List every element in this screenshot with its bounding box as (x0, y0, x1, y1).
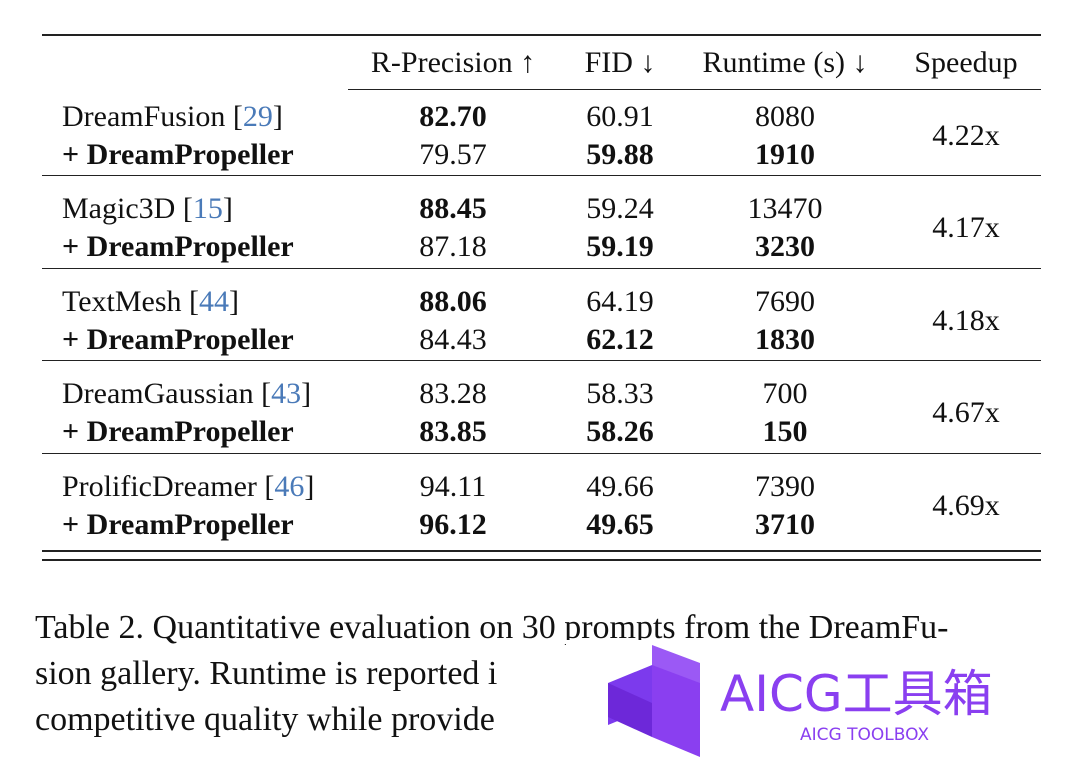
cell-value: 83.28 (419, 377, 487, 410)
column-header: Speedup (914, 46, 1018, 79)
cell-value: 49.66 (586, 470, 654, 503)
citation: [43] (261, 377, 312, 410)
cell-value: 58.26 (586, 415, 654, 448)
method-name: DreamFusion [29] (62, 99, 283, 135)
group-rule (42, 360, 1041, 361)
method: + DreamPropeller (62, 230, 294, 263)
method-name: DreamGaussian [43] (62, 376, 311, 412)
citation: [46] (264, 470, 315, 503)
cell-value: 1910 (755, 138, 815, 171)
cell-value: 96.12 (419, 508, 487, 541)
cell-value: 8080 (755, 100, 815, 133)
cell-value: 94.11 (419, 470, 487, 503)
cell-value: 7690 (755, 285, 815, 318)
method: Magic3D (62, 192, 176, 225)
cell-value: 84.43 (419, 323, 487, 356)
method: TextMesh (62, 285, 182, 318)
cell-value: 1830 (755, 323, 815, 356)
caption-line: sion gallery. Runtime is reported i (35, 655, 498, 692)
method: + DreamPropeller (62, 508, 294, 541)
cell-value: 49.65 (586, 508, 654, 541)
cell-value: 700 (762, 377, 808, 410)
group-rule (42, 175, 1041, 176)
speedup: 4.67x (932, 396, 1000, 429)
cell-value: 79.57 (419, 138, 487, 171)
citation: [15] (182, 192, 233, 225)
group-rule (42, 268, 1041, 269)
method-name: + DreamPropeller (62, 414, 294, 450)
bottom-rule (42, 550, 1041, 552)
speedup: 4.18x (932, 304, 1000, 337)
header-rule (348, 89, 1041, 90)
cell-value: 58.33 (586, 377, 654, 410)
method-name: + DreamPropeller (62, 322, 294, 358)
citation: [44] (189, 285, 240, 318)
cell-value: 3710 (755, 508, 815, 541)
watermark-title: AICG工具箱 (720, 665, 993, 723)
group-rule (42, 453, 1041, 454)
column-header: R-Precision ↑ (370, 46, 536, 79)
method-name: ProlificDreamer [46] (62, 469, 314, 505)
method: + DreamPropeller (62, 138, 294, 171)
bottom-rule (42, 559, 1041, 561)
cell-value: 62.12 (586, 323, 654, 356)
caption-line: Table 2. Quantitative evaluation on 30 p… (35, 609, 949, 646)
cell-value: 60.91 (586, 100, 654, 133)
caption-line: competitive quality while provide (35, 701, 495, 738)
speedup: 4.69x (932, 489, 1000, 522)
speedup: 4.17x (932, 211, 1000, 244)
watermark-logo (608, 645, 700, 757)
cell-value: 88.06 (419, 285, 487, 318)
cell-value: 150 (762, 415, 808, 448)
cell-value: 82.70 (419, 100, 487, 133)
cell-value: 87.18 (419, 230, 487, 263)
cell-value: 83.85 (419, 415, 487, 448)
cell-value: 3230 (755, 230, 815, 263)
method: + DreamPropeller (62, 415, 294, 448)
method: DreamGaussian (62, 377, 254, 410)
cell-value: 59.88 (586, 138, 654, 171)
cell-value: 88.45 (419, 192, 487, 225)
method: + DreamPropeller (62, 323, 294, 356)
cell-value: 59.19 (586, 230, 654, 263)
top-rule (42, 34, 1041, 36)
cell-value: 59.24 (586, 192, 654, 225)
method-name: + DreamPropeller (62, 507, 294, 543)
method-name: + DreamPropeller (62, 137, 294, 173)
speedup: 4.22x (932, 119, 1000, 152)
citation: [29] (232, 100, 283, 133)
column-header: Runtime (s) ↓ (702, 46, 868, 79)
method-name: TextMesh [44] (62, 284, 239, 320)
cell-value: 7390 (755, 470, 815, 503)
watermark-subtitle: AICG TOOLBOX (800, 725, 930, 745)
method: DreamFusion (62, 100, 226, 133)
method-name: + DreamPropeller (62, 229, 294, 265)
column-header: FID ↓ (584, 46, 656, 79)
method: ProlificDreamer (62, 470, 257, 503)
cell-value: 64.19 (586, 285, 654, 318)
cell-value: 13470 (747, 192, 823, 225)
method-name: Magic3D [15] (62, 191, 233, 227)
